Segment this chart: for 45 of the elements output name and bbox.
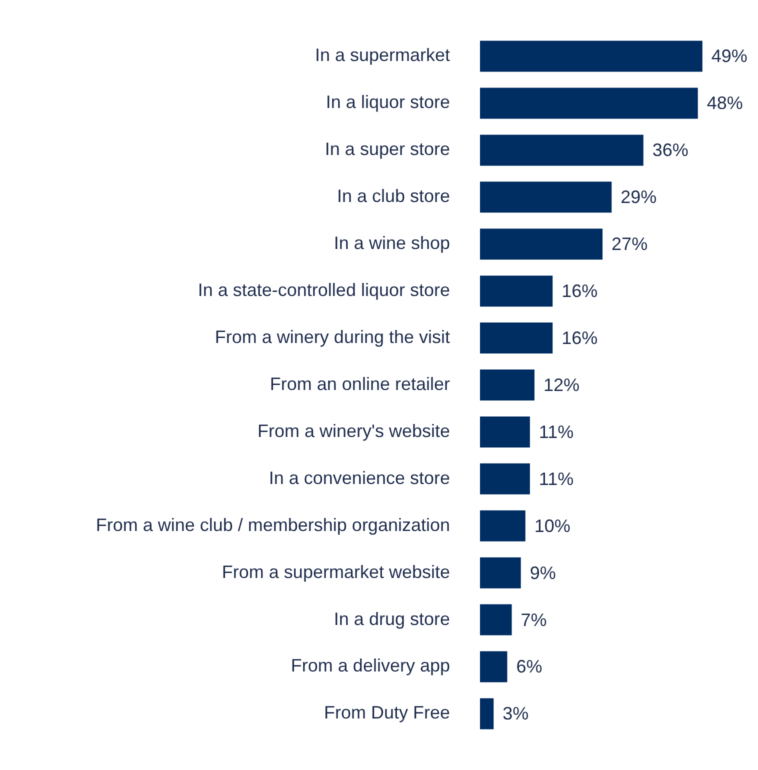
data-label: 7%: [520, 610, 547, 630]
y-tick-label: In a club store: [336, 186, 450, 206]
data-label: 11%: [538, 422, 574, 442]
y-tick-label: In a state-controlled liquor store: [198, 280, 450, 300]
bar: [480, 557, 521, 588]
y-tick-label: From a wine club / membership organization: [96, 514, 450, 535]
data-label: 48%: [706, 93, 743, 114]
y-tick-label: In a drug store: [334, 608, 450, 629]
bar: [480, 182, 612, 213]
y-tick-label: From a winery's website: [258, 420, 450, 441]
bar: [480, 370, 534, 400]
data-label: 11%: [538, 468, 574, 489]
bar: [480, 463, 530, 494]
bar: [480, 416, 530, 448]
data-label: 12%: [543, 374, 580, 395]
data-label: 9%: [530, 562, 556, 583]
y-tick-label: From Duty Free: [324, 702, 450, 723]
y-tick-label: In a convenience store: [268, 468, 450, 488]
y-tick-label: In a liquor store: [326, 92, 450, 112]
bar: [480, 510, 526, 542]
data-label: 10%: [534, 516, 570, 536]
bar: [480, 276, 553, 307]
bar: [480, 40, 702, 72]
data-label: 27%: [612, 234, 648, 254]
data-label: 6%: [516, 656, 542, 677]
bar: [480, 134, 644, 166]
y-tick-label: From a supermarket website: [222, 562, 450, 582]
bar: [480, 228, 603, 260]
data-label: 29%: [620, 187, 657, 208]
bar: [480, 322, 553, 354]
data-label: 49%: [711, 46, 748, 66]
bar: [480, 698, 494, 730]
bar: [480, 604, 512, 636]
y-tick-label: In a super store: [324, 139, 450, 160]
data-label: 16%: [562, 328, 598, 348]
y-tick-label: From an online retailer: [270, 374, 450, 394]
bar: [480, 651, 508, 682]
data-label: 16%: [562, 281, 598, 302]
y-tick-label: From a delivery app: [290, 656, 450, 676]
data-label: 36%: [652, 140, 688, 160]
bar: [480, 88, 698, 119]
data-label: 3%: [502, 704, 529, 724]
y-tick-label: In a wine shop: [334, 233, 450, 254]
y-tick-label: From a winery during the visit: [214, 327, 450, 348]
y-tick-label: In a supermarket: [314, 45, 450, 66]
